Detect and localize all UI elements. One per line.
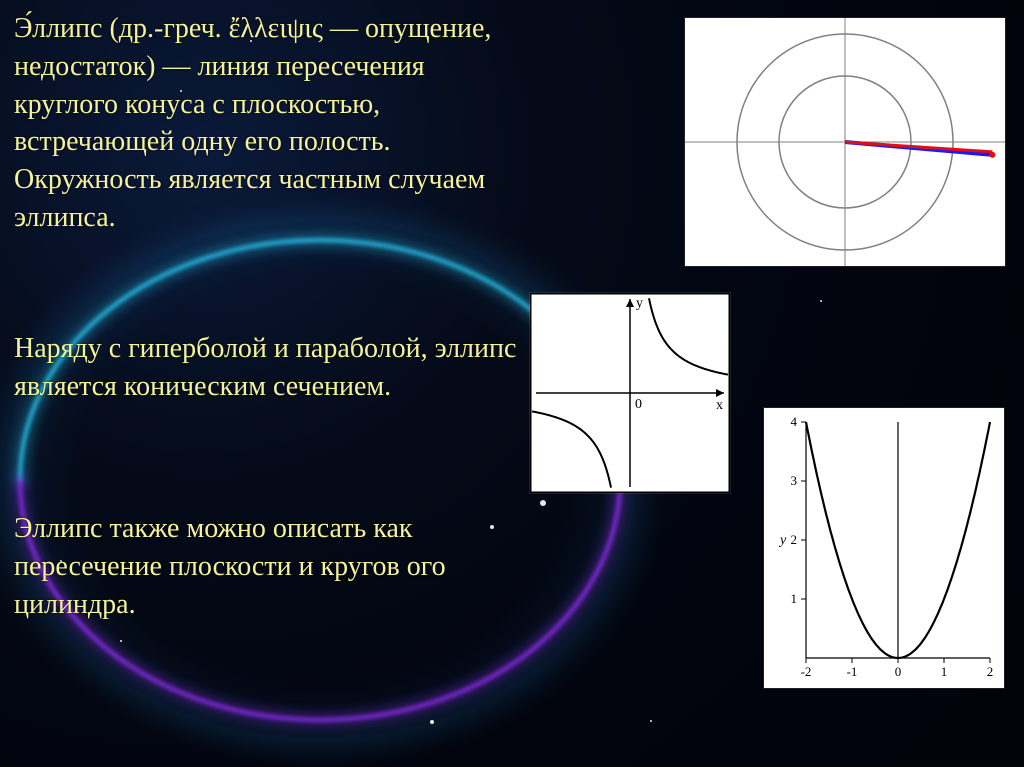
svg-text:1: 1	[941, 664, 948, 679]
svg-text:0: 0	[895, 664, 902, 679]
svg-text:x: x	[716, 398, 723, 413]
svg-text:4: 4	[791, 414, 798, 429]
parabola-chart: -2 -1 0 1 2 1 2 3 4 y	[764, 408, 1004, 688]
hyperbola-chart: y x 0	[530, 293, 730, 493]
svg-text:-2: -2	[801, 664, 812, 679]
svg-text:2: 2	[987, 664, 994, 679]
svg-text:1: 1	[791, 591, 798, 606]
svg-text:y: y	[636, 296, 643, 311]
svg-text:-1: -1	[847, 664, 858, 679]
paragraph-definition: Э́ллипс (др.-греч. ἔλλειψις — опущение, …	[14, 10, 534, 237]
paragraph-conic: Наряду с гиперболой и параболой, эллипс …	[14, 330, 524, 406]
svg-text:2: 2	[791, 532, 798, 547]
svg-text:y: y	[778, 533, 787, 548]
ellipse-chart	[685, 18, 1005, 266]
svg-text:0: 0	[635, 397, 642, 412]
paragraph-cylinder: Эллипс также можно описать как пересечен…	[14, 510, 534, 623]
svg-text:3: 3	[791, 473, 798, 488]
